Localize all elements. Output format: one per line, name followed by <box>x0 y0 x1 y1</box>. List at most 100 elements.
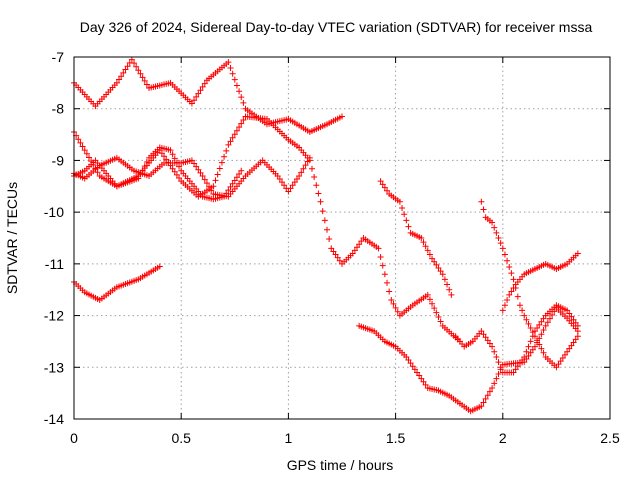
data-point <box>504 257 511 264</box>
data-point <box>317 198 324 205</box>
data-point <box>523 316 530 323</box>
data-point <box>315 190 322 197</box>
y-tick-label: -13 <box>44 359 64 375</box>
data-point <box>529 333 536 340</box>
data-point <box>281 182 288 189</box>
data-point <box>493 353 500 360</box>
data-point <box>549 312 556 319</box>
x-tick-label: 2.5 <box>600 430 620 446</box>
data-point <box>116 76 123 83</box>
data-point <box>544 319 551 326</box>
data-point <box>506 263 513 270</box>
data-point <box>118 73 125 80</box>
data-point <box>525 320 532 327</box>
y-tick-label: -8 <box>52 101 65 117</box>
data-point <box>414 369 421 376</box>
data-point <box>546 315 553 322</box>
x-tick-label: 1 <box>285 430 293 446</box>
data-point <box>156 263 163 270</box>
data-point <box>306 154 313 161</box>
data-point <box>527 349 534 356</box>
data-point <box>538 331 545 338</box>
data-point <box>137 70 144 77</box>
data-point <box>141 77 148 84</box>
data-point <box>120 69 127 76</box>
data-point <box>495 371 502 378</box>
data-point <box>81 147 88 154</box>
data-point <box>223 147 230 154</box>
data-point <box>559 354 566 361</box>
data-point <box>75 136 82 143</box>
data-point <box>557 358 564 365</box>
data-point <box>435 264 442 271</box>
data-point <box>216 165 223 172</box>
data-point <box>486 388 493 395</box>
data-point <box>536 321 543 328</box>
data-point <box>240 99 247 106</box>
data-point <box>525 343 532 350</box>
data-point <box>516 360 523 367</box>
data-point <box>435 314 442 321</box>
data-point <box>236 171 243 178</box>
data-point <box>523 348 530 355</box>
series-s8 <box>478 198 581 371</box>
data-point <box>484 337 491 344</box>
data-point <box>424 247 431 254</box>
data-point <box>227 64 234 71</box>
series-s4 <box>71 144 245 203</box>
data-point <box>176 163 183 170</box>
data-point <box>188 157 195 164</box>
data-point <box>210 183 217 190</box>
series-s6 <box>356 304 581 415</box>
data-point <box>193 93 200 100</box>
plot-frame <box>73 56 611 420</box>
data-point <box>516 302 523 309</box>
data-point <box>407 360 414 367</box>
x-tick-label: 2 <box>499 430 507 446</box>
data-point <box>298 169 305 176</box>
data-point <box>497 240 504 247</box>
data-point <box>218 159 225 166</box>
data-point <box>287 185 294 192</box>
data-point <box>521 312 528 319</box>
data-point <box>229 134 236 141</box>
data-point <box>161 153 168 160</box>
data-point <box>501 251 508 258</box>
data-point <box>403 217 410 224</box>
data-point <box>139 74 146 81</box>
data-point <box>534 324 541 331</box>
data-point <box>482 334 489 341</box>
data-point <box>381 271 388 278</box>
data-point <box>304 158 311 165</box>
data-point <box>83 150 90 157</box>
data-point <box>574 322 581 329</box>
data-point <box>238 94 245 101</box>
data-point <box>231 177 238 184</box>
data-point <box>574 250 581 257</box>
data-point <box>336 257 343 264</box>
data-point <box>441 276 448 283</box>
data-point <box>330 248 337 255</box>
data-point <box>574 333 581 340</box>
data-point <box>300 165 307 172</box>
data-point <box>486 340 493 347</box>
data-point <box>504 297 511 304</box>
data-point <box>506 291 513 298</box>
series-s5 <box>71 263 163 304</box>
data-point <box>566 310 573 317</box>
data-point <box>433 261 440 268</box>
data-point <box>540 327 547 334</box>
data-point <box>538 318 545 325</box>
data-point <box>570 339 577 346</box>
data-point <box>531 328 538 335</box>
data-point <box>411 366 418 373</box>
data-point <box>508 270 515 277</box>
data-point <box>536 341 543 348</box>
series-s10 <box>499 250 581 314</box>
data-point <box>493 375 500 382</box>
data-point <box>429 255 436 262</box>
data-point <box>499 307 506 314</box>
data-point <box>384 279 391 286</box>
data-point <box>478 328 485 335</box>
